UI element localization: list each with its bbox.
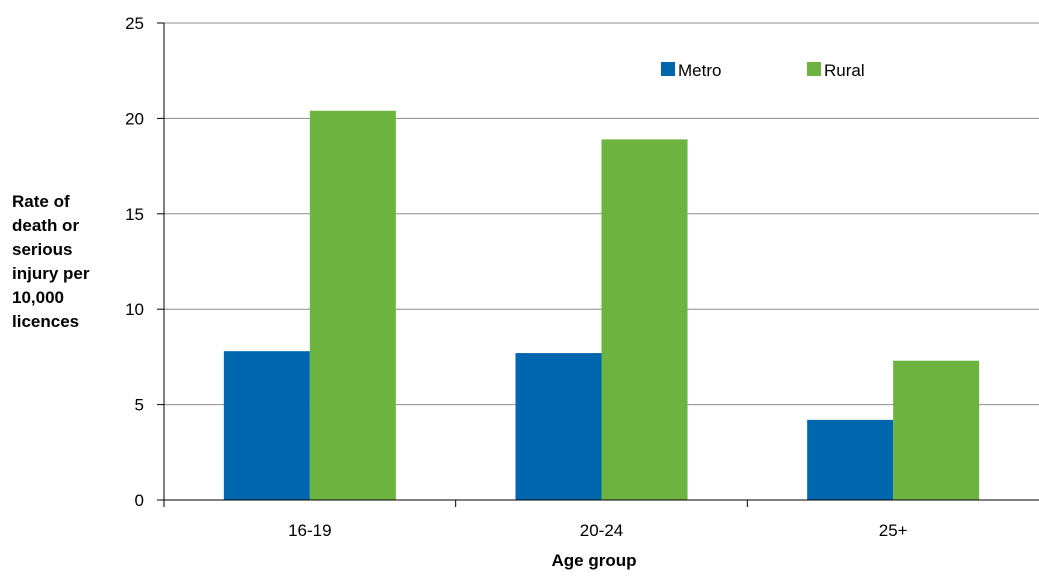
- y-axis-title-line: licences: [12, 312, 80, 331]
- y-axis-title-line: Rate of: [12, 192, 70, 211]
- y-tick-label: 10: [125, 300, 144, 319]
- bar-metro-25+: [807, 419, 894, 500]
- legend-label-metro: Metro: [678, 61, 721, 80]
- bar-metro-16-19: [223, 351, 310, 500]
- bars: [223, 110, 980, 500]
- x-tick-label: 25+: [879, 521, 908, 540]
- y-axis-title-line: 10,000: [12, 288, 64, 307]
- legend-label-rural: Rural: [824, 61, 865, 80]
- y-tick-label: 20: [125, 109, 144, 128]
- axes: 0 5 10 15 20 25 16-19 20-24 25+: [125, 14, 1039, 540]
- bar-rural-20-24: [601, 139, 688, 500]
- legend-swatch-metro: [661, 62, 675, 76]
- x-tick-label: 16-19: [288, 521, 331, 540]
- x-tick-label: 20-24: [580, 521, 623, 540]
- y-axis-title-line: injury per: [12, 264, 90, 283]
- legend-swatch-rural: [807, 62, 821, 76]
- y-axis-title: Rate of death or serious injury per 10,0…: [12, 190, 132, 334]
- bar-rural-25+: [893, 360, 980, 500]
- x-axis-title: Age group: [552, 551, 637, 570]
- y-tick-label: 0: [135, 491, 144, 510]
- y-tick-label: 15: [125, 205, 144, 224]
- bar-rural-16-19: [309, 110, 396, 500]
- y-axis-title-line: death or: [12, 216, 80, 235]
- legend: Metro Rural: [661, 61, 865, 80]
- y-tick-label: 25: [125, 14, 144, 33]
- bar-metro-20-24: [515, 353, 602, 500]
- y-axis-title-line: serious: [12, 240, 73, 259]
- y-tick-label: 5: [135, 396, 144, 415]
